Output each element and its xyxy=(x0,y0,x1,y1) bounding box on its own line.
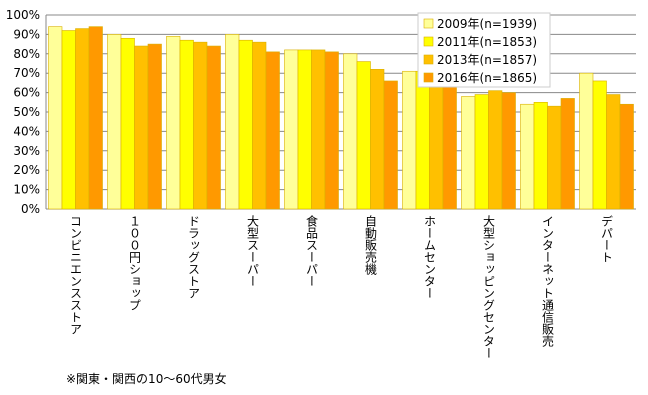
legend-label: 2011年(n=1853) xyxy=(437,35,537,49)
bar xyxy=(415,70,430,210)
bar xyxy=(383,80,398,210)
bar xyxy=(88,26,103,210)
bar xyxy=(356,61,371,210)
bar xyxy=(225,34,240,210)
y-tick-label: 70% xyxy=(13,66,40,80)
bar xyxy=(120,37,135,210)
bar xyxy=(311,49,326,210)
y-tick-label: 90% xyxy=(13,27,40,41)
x-tick-label: ホームセンター xyxy=(423,215,437,299)
bar xyxy=(370,69,385,210)
x-tick-label: 自動販売機 xyxy=(364,215,378,275)
bar xyxy=(193,41,208,210)
x-tick-label: インターネット通信販売 xyxy=(541,215,555,348)
y-tick-label: 60% xyxy=(13,86,40,100)
bar xyxy=(520,103,535,210)
bar xyxy=(297,49,312,210)
legend-label: 2016年(n=1865) xyxy=(437,71,537,85)
y-tick-label: 20% xyxy=(13,163,40,177)
bar xyxy=(107,34,122,210)
bar xyxy=(284,49,299,210)
y-tick-label: 10% xyxy=(13,183,40,197)
bar xyxy=(166,36,181,210)
x-tick-label: 食品スーパー xyxy=(305,214,319,287)
legend-swatch xyxy=(423,54,434,65)
footnote: ※関東・関西の10～60代男女 xyxy=(66,371,227,386)
x-tick-label: コンビニエンスストア xyxy=(69,215,83,335)
bar xyxy=(147,43,162,210)
x-tick-label: １００円ショップ xyxy=(128,215,142,311)
bar xyxy=(619,103,634,210)
y-tick-label: 100% xyxy=(6,8,40,22)
bar xyxy=(206,45,221,210)
bar xyxy=(579,72,594,210)
y-tick-label: 50% xyxy=(13,105,40,119)
bar xyxy=(75,28,90,210)
legend-swatch xyxy=(423,72,434,83)
y-tick-label: 0% xyxy=(21,202,40,216)
legend-label: 2009年(n=1939) xyxy=(437,17,537,31)
bar xyxy=(442,86,457,210)
legend-swatch xyxy=(423,36,434,47)
legend-box xyxy=(417,12,551,88)
legend-label: 2013年(n=1857) xyxy=(437,53,537,67)
bar xyxy=(265,51,280,210)
bar xyxy=(134,45,149,210)
bar xyxy=(238,39,253,210)
bar xyxy=(461,96,476,210)
bar xyxy=(252,41,267,210)
y-tick-label: 40% xyxy=(13,124,40,138)
bar xyxy=(592,80,607,210)
x-tick-label: デパート xyxy=(600,215,614,263)
bar xyxy=(48,26,63,210)
bar xyxy=(547,105,562,210)
bar xyxy=(179,39,194,210)
bar xyxy=(343,53,358,210)
bar xyxy=(61,30,76,210)
bar xyxy=(324,51,339,210)
bar xyxy=(606,94,621,210)
bar xyxy=(488,90,503,210)
y-tick-label: 30% xyxy=(13,144,40,158)
x-tick-label: ドラッグストア xyxy=(187,215,201,299)
y-tick-label: 80% xyxy=(13,47,40,61)
bar xyxy=(501,92,516,210)
x-tick-label: 大型ショッピングセンター xyxy=(482,215,496,359)
bar xyxy=(560,98,575,210)
bar xyxy=(533,102,548,210)
bar xyxy=(402,70,417,210)
legend-swatch xyxy=(423,18,434,29)
bar xyxy=(474,94,489,210)
bar xyxy=(429,80,444,210)
x-tick-label: 大型スーパー xyxy=(246,215,260,287)
